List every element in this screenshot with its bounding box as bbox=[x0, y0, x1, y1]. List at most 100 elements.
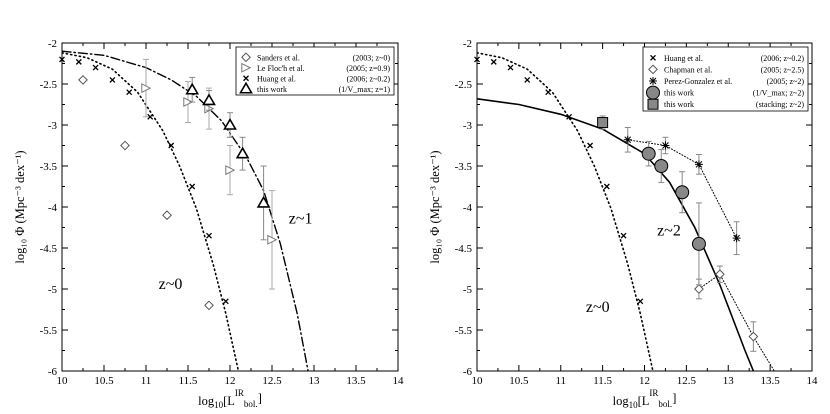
legend-entry-ref: (2003; z~0) bbox=[353, 53, 391, 62]
series-x bbox=[474, 56, 644, 305]
data-point bbox=[92, 64, 99, 71]
x-tick-label: 10 bbox=[57, 375, 69, 387]
legend-entry-name: Huang et al. bbox=[664, 54, 703, 63]
fit-curve bbox=[477, 98, 755, 371]
y-tick-label: -5 bbox=[463, 284, 473, 296]
legend-entry-name: Perez-Gonzalez et al. bbox=[664, 77, 732, 86]
legend-entry-ref: (2005; z~2.5) bbox=[761, 65, 805, 74]
data-point bbox=[206, 232, 212, 239]
data-point bbox=[141, 83, 152, 94]
y-tick-label: -4.5 bbox=[40, 243, 58, 255]
curve-annotation: z~2 bbox=[657, 223, 681, 240]
data-point bbox=[748, 331, 759, 342]
legend-marker bbox=[243, 75, 249, 82]
data-point bbox=[507, 64, 514, 71]
y-tick-label: -4 bbox=[48, 202, 58, 214]
legend-marker bbox=[647, 98, 659, 110]
y-tick-label: -3.5 bbox=[455, 161, 473, 173]
data-point bbox=[654, 159, 669, 173]
x-tick-label: 13.5 bbox=[761, 375, 781, 387]
series-triangle bbox=[185, 76, 271, 241]
legend-entry-name: this work bbox=[664, 100, 694, 109]
data-point bbox=[183, 97, 194, 108]
series-x bbox=[59, 56, 229, 305]
x-tick-label: 11.5 bbox=[179, 375, 198, 387]
data-point bbox=[545, 89, 552, 96]
y-tick-label: -5.5 bbox=[40, 325, 58, 337]
data-point bbox=[126, 89, 133, 96]
data-point bbox=[147, 113, 154, 120]
data-point bbox=[256, 195, 271, 208]
legend-entry-name: Le Floc'h et al. bbox=[257, 64, 305, 73]
data-point bbox=[566, 113, 573, 120]
legend: Huang et al. (2006; z~0.2) Chapman et al. (… bbox=[642, 46, 809, 112]
data-point bbox=[641, 146, 656, 161]
x-axis-label: log10[LIRbol.] bbox=[198, 388, 262, 410]
y-tick-label: -4.5 bbox=[455, 243, 473, 255]
legend-entry-ref: (2006; z~0.2) bbox=[347, 74, 391, 83]
legend-marker bbox=[646, 85, 660, 100]
legend-entry-name: Sanders et al. bbox=[257, 53, 300, 62]
x-axis-label-part: bol. bbox=[244, 399, 258, 409]
data-point bbox=[120, 140, 130, 151]
x-axis-label: log10[LIRbol.] bbox=[613, 388, 677, 410]
chart-panel-left: 10 10.5 11 11.5 12 12.5 13 13.5 14 -6 -5.5 -5 -4.5 -4… bbox=[13, 38, 404, 410]
y-tick-label: -3.5 bbox=[40, 161, 58, 173]
y-tick-label: -5 bbox=[48, 284, 58, 296]
legend-entry-ref: (2005; z=0.9) bbox=[346, 64, 390, 73]
legend-marker bbox=[241, 62, 252, 73]
legend-box bbox=[642, 46, 809, 112]
data-point bbox=[714, 269, 725, 280]
data-point bbox=[185, 82, 200, 95]
x-tick-label: 13 bbox=[309, 375, 321, 387]
data-point bbox=[223, 117, 237, 130]
x-tick-label: 10 bbox=[472, 375, 484, 387]
data-point bbox=[225, 165, 236, 176]
legend-entry-name: this work bbox=[664, 89, 694, 98]
x-axis-label-part: IR bbox=[649, 388, 658, 398]
x-tick-label: 11.5 bbox=[593, 375, 612, 387]
curve-annotation: z~1 bbox=[289, 210, 313, 227]
y-axis-label: log₁₀ Φ (Mpc⁻³ dex⁻¹) bbox=[428, 150, 442, 263]
x-tick-label: 11 bbox=[141, 375, 152, 387]
data-point bbox=[637, 298, 644, 305]
x-tick-label: 12.5 bbox=[262, 375, 282, 387]
x-tick-label: 10.5 bbox=[94, 375, 114, 387]
data-point bbox=[168, 142, 175, 149]
data-point bbox=[603, 183, 610, 190]
series-asterisk bbox=[623, 126, 741, 256]
y-tick-label: -2 bbox=[48, 38, 57, 50]
data-point bbox=[109, 76, 116, 83]
data-point bbox=[78, 74, 88, 85]
x-axis-label-part: log bbox=[613, 394, 630, 408]
legend-marker bbox=[241, 52, 251, 63]
x-tick-label: 13.5 bbox=[346, 375, 366, 387]
data-point bbox=[620, 232, 627, 239]
data-point bbox=[675, 185, 690, 200]
x-tick-label: 14 bbox=[807, 375, 819, 387]
data-point bbox=[75, 58, 82, 65]
x-axis-label-part: 10 bbox=[629, 400, 639, 410]
fit-curve bbox=[698, 273, 775, 371]
curves bbox=[62, 50, 309, 371]
legend-marker bbox=[648, 64, 658, 75]
x-tick-label: 13 bbox=[723, 375, 735, 387]
x-axis-label-part: 10 bbox=[214, 400, 224, 410]
curve-annotation: z~0 bbox=[586, 299, 610, 316]
data-point bbox=[204, 300, 214, 311]
x-tick-label: 12.5 bbox=[677, 375, 697, 387]
series-circle bbox=[641, 140, 706, 286]
series-diamond bbox=[78, 74, 214, 311]
data-point bbox=[222, 298, 229, 305]
legend-entry-name: Chapman et al. bbox=[664, 65, 712, 74]
curve-annotation: z~0 bbox=[159, 276, 183, 293]
y-axis-label: log₁₀ Φ (Mpc⁻³ dex⁻¹) bbox=[13, 150, 27, 263]
x-tick-label: 14 bbox=[393, 375, 405, 387]
data-point bbox=[474, 56, 480, 63]
y-tick-label: -6 bbox=[463, 366, 473, 378]
data-point bbox=[694, 284, 704, 294]
legend-entry-ref: (1/V_max; z~2) bbox=[753, 89, 805, 98]
legend: Sanders et al. (2003; z~0) Le Floc'h et al… bbox=[235, 46, 395, 96]
legend-entry-ref: (stacking; z~2) bbox=[756, 100, 804, 109]
